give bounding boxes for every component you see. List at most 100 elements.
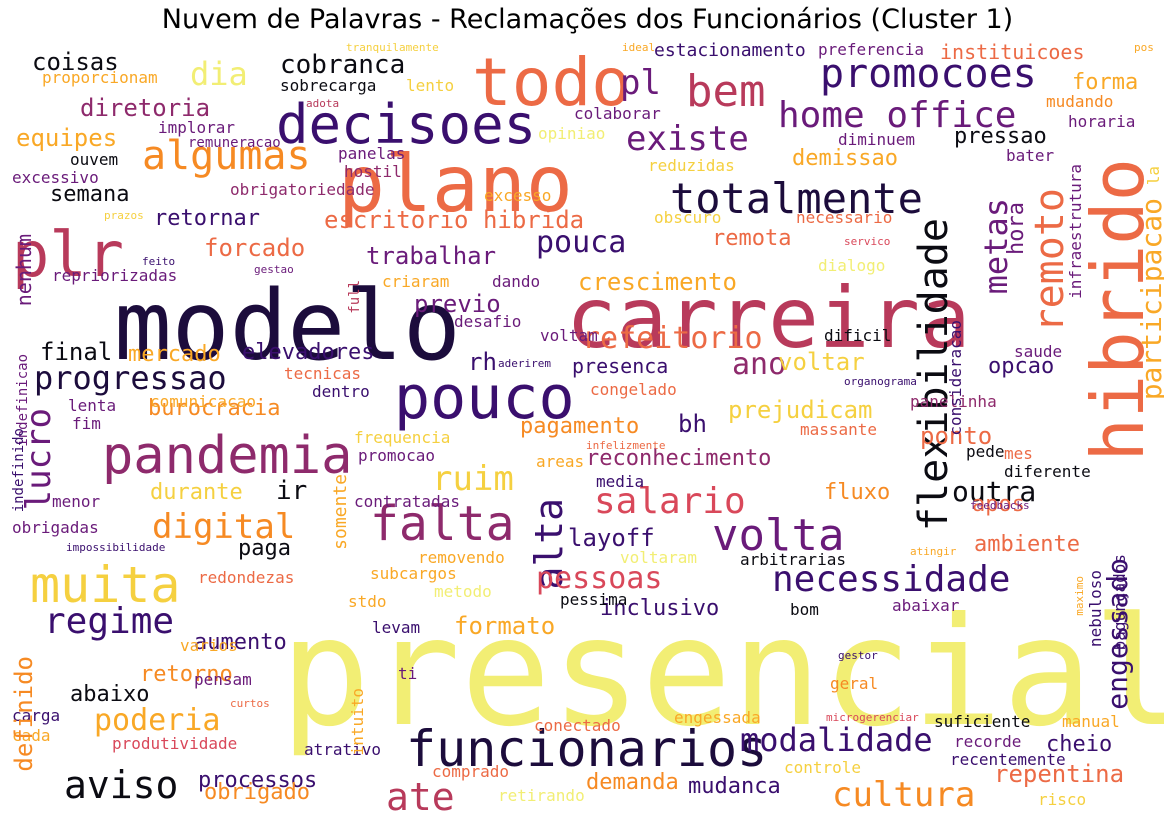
cloud-word: pl <box>620 63 661 103</box>
cloud-word: consideracao <box>946 320 965 436</box>
cloud-word: escritorio hibrida <box>324 206 585 234</box>
cloud-word: feedbacks <box>970 499 1030 512</box>
cloud-word: suficiente <box>934 712 1031 731</box>
cloud-word: bagunçados <box>1110 554 1129 651</box>
cloud-word: hora <box>1004 202 1029 255</box>
cloud-word: redondezas <box>198 568 295 587</box>
cloud-word: algumas <box>142 133 311 179</box>
cloud-word: forcado <box>204 234 306 262</box>
cloud-word: implorar <box>158 118 236 137</box>
cloud-word: criaram <box>382 272 450 291</box>
cloud-word: levam <box>372 618 421 637</box>
cloud-word: dificil <box>824 326 892 345</box>
cloud-word: modalidade <box>740 721 933 759</box>
cloud-word: poderia <box>94 703 221 738</box>
cloud-word: panelinha <box>910 392 997 411</box>
cloud-word: decisoes <box>276 93 537 156</box>
cloud-word: nenhum <box>12 234 36 307</box>
cloud-word: comunicacao <box>150 392 256 411</box>
cloud-word: crescimento <box>578 268 737 296</box>
cloud-word: pandemia <box>102 426 353 486</box>
cloud-word: home office <box>778 95 1017 136</box>
cloud-word: bh <box>678 410 707 438</box>
cloud-word: obrigado <box>204 780 310 805</box>
cloud-word: mudando <box>1046 92 1114 111</box>
cloud-word: demissao <box>792 146 898 171</box>
cloud-word: excessivo <box>12 168 99 187</box>
cloud-word: formato <box>454 612 556 640</box>
cloud-word: servico <box>844 235 891 248</box>
cloud-word: somente <box>330 474 351 550</box>
cloud-word: pede <box>966 442 1005 461</box>
cloud-word: ouvem <box>70 150 119 169</box>
cloud-word: obrigadas <box>12 518 99 537</box>
cloud-word: falta <box>370 496 515 552</box>
cloud-word: risco <box>1038 790 1087 809</box>
cloud-word: volta <box>712 510 845 561</box>
cloud-word: adota <box>306 97 340 110</box>
cloud-word: digital <box>152 507 296 547</box>
cloud-word: presencial <box>280 586 1164 760</box>
cloud-word: layoff <box>568 524 655 552</box>
cloud-word: pouco <box>394 363 575 433</box>
cloud-word: engessada <box>674 708 761 727</box>
cloud-word: recorde <box>954 732 1022 751</box>
cloud-word: pouca <box>536 225 627 260</box>
cloud-word: pagamento <box>520 414 640 439</box>
cloud-word: massante <box>800 420 878 439</box>
cloud-word: cobranca <box>280 50 406 80</box>
cloud-word: coisas <box>32 48 119 76</box>
cloud-word: excesso <box>484 186 552 205</box>
cloud-word: trabalhar <box>366 242 497 270</box>
cloud-word: instituicoes <box>940 40 1085 64</box>
cloud-word: lenta <box>68 396 117 415</box>
cloud-word: tranquilamente <box>346 41 439 54</box>
cloud-word: carreira <box>566 269 971 367</box>
cloud-word: ti <box>398 664 418 683</box>
cloud-word: cultura <box>832 775 976 815</box>
cloud-word: funcionarios <box>406 720 768 778</box>
cloud-word: reconhecimento <box>586 446 772 471</box>
cloud-word: abaixo <box>70 682 150 707</box>
cloud-word: controle <box>784 758 862 777</box>
cloud-word: geral <box>830 674 879 693</box>
cloud-word: bem <box>686 66 766 117</box>
cloud-word: refeitorio <box>582 321 763 356</box>
cloud-word: remota <box>712 226 792 251</box>
cloud-word: mercado <box>128 342 221 367</box>
cloud-word: saude <box>1014 342 1063 361</box>
cloud-word: regime <box>44 601 175 642</box>
cloud-word: tecnicas <box>284 364 362 383</box>
cloud-word: carga <box>12 706 61 725</box>
cloud-word: durante <box>150 480 243 505</box>
cloud-word: dentro <box>312 382 370 401</box>
cloud-word: organograma <box>844 375 917 388</box>
cloud-word: voltam <box>540 326 598 345</box>
cloud-word: ruim <box>432 459 514 499</box>
cloud-word: subcargos <box>370 564 457 583</box>
cloud-word: desafio <box>454 312 522 331</box>
cloud-word: dialogo <box>818 256 886 275</box>
cloud-word: preferencia <box>818 40 924 59</box>
cloud-word: necessidade <box>772 559 1011 600</box>
cloud-word: existe <box>626 119 749 159</box>
cloud-word: lento <box>406 76 455 95</box>
cloud-word: apos <box>972 492 1025 517</box>
cloud-word: intuito <box>348 688 367 756</box>
cloud-word: ideal <box>622 41 656 54</box>
cloud-word: atrativo <box>304 740 382 759</box>
cloud-word: panelas <box>338 144 406 163</box>
cloud-word: removendo <box>418 548 505 567</box>
cloud-word: definido <box>12 656 38 772</box>
cloud-word: voltaram <box>620 548 698 567</box>
cloud-word: pensam <box>194 670 252 689</box>
cloud-word: sobrecarga <box>280 76 377 95</box>
cloud-word: cada <box>12 726 51 745</box>
cloud-word: retorno <box>140 662 233 687</box>
cloud-word: media <box>596 472 645 491</box>
cloud-word: comprado <box>432 762 510 781</box>
cloud-word: ir <box>276 476 308 506</box>
cloud-word: final <box>40 338 113 366</box>
cloud-word: outra <box>952 475 1037 508</box>
cloud-word: arbitrarias <box>740 550 846 569</box>
